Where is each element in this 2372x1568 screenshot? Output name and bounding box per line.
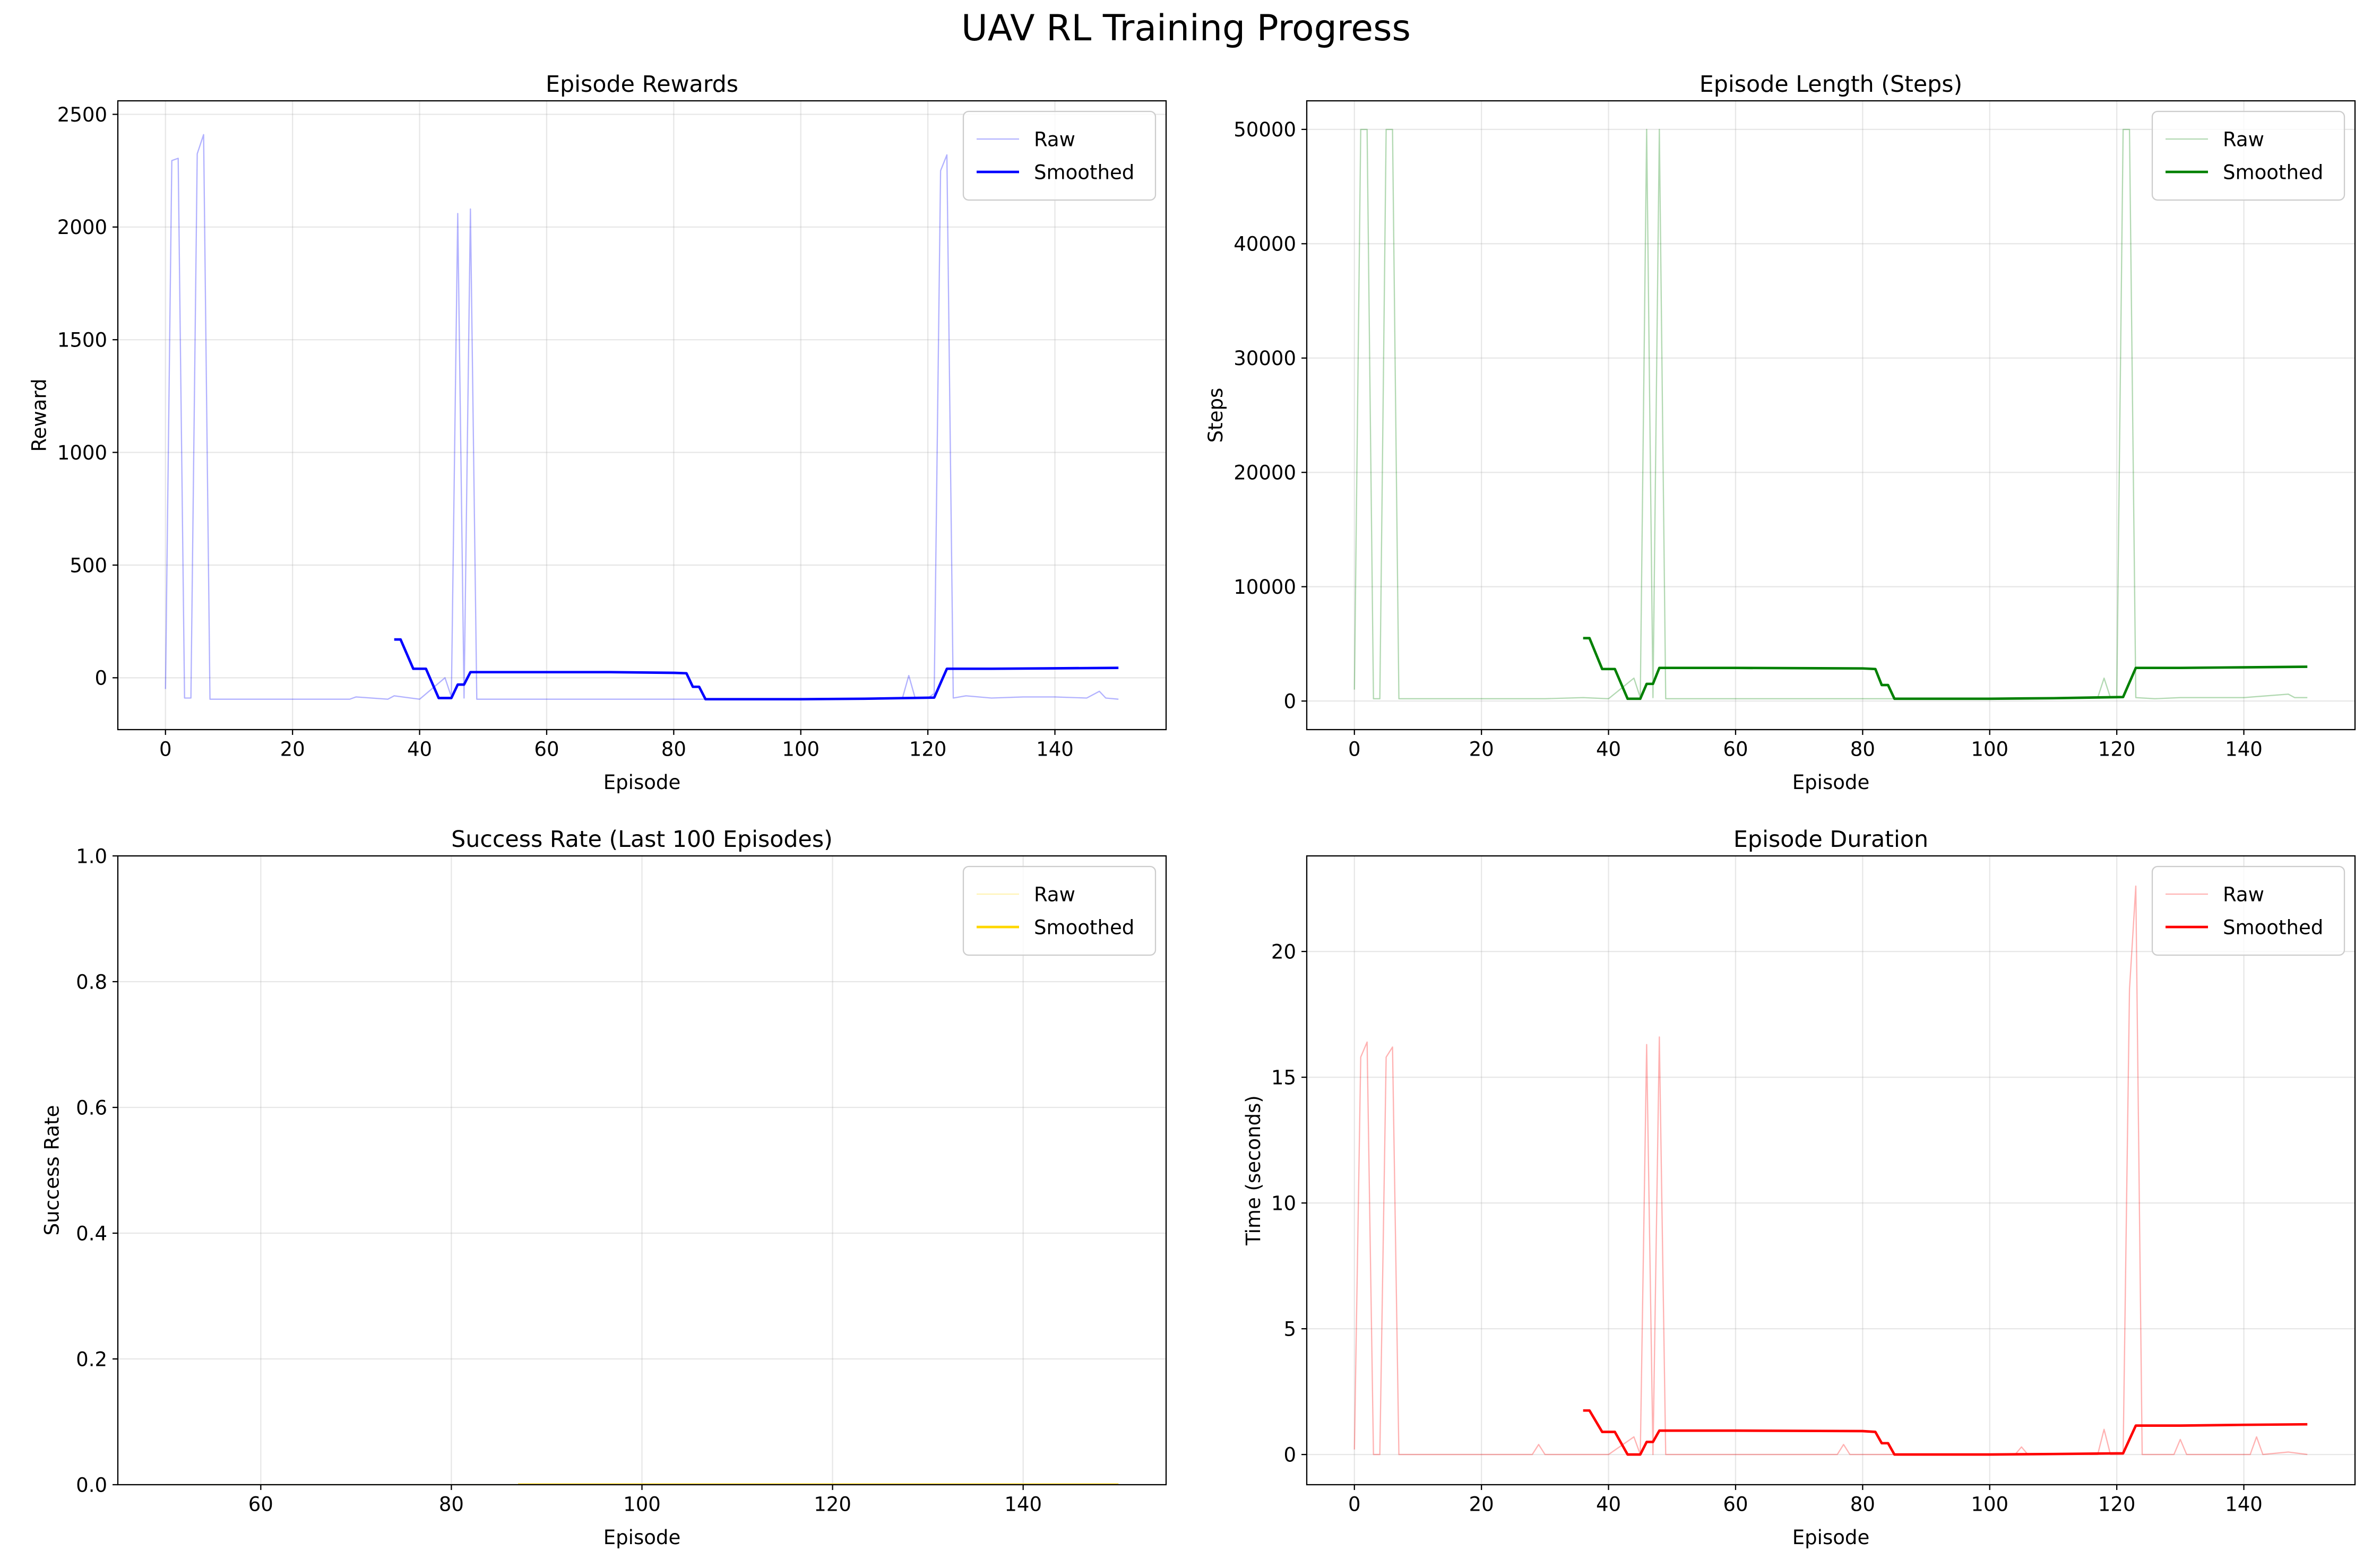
series-line-raw [1353,128,2308,699]
legend: Raw Smoothed [2151,865,2345,956]
x-tick-label: 0 [1348,738,1361,761]
y-tick-label: 0 [1283,1443,1296,1466]
x-axis-label: Episode [1792,771,1870,794]
legend-label-smoothed: Smoothed [2223,916,2323,939]
x-tick-label: 60 [1723,1493,1748,1516]
y-tick-label: 2000 [57,216,107,239]
x-tick-label: 40 [407,738,432,761]
subplot-1: 0 20 40 60 80 100 120 140 0 500 1000 1500 2000 2500 Ep… [28,71,1167,794]
x-tick-label: 100 [1971,1493,2008,1516]
x-tick-label: 0 [1348,1493,1361,1516]
subplot-title: Episode Duration [1733,826,1928,853]
x-tick-label: 140 [2225,738,2263,761]
y-tick-label: 40000 [1234,233,1296,256]
legend-box [2151,865,2345,956]
legend-label-raw: Raw [2223,883,2264,906]
x-tick-label: 80 [439,1493,464,1516]
series-line-raw [1353,885,2308,1456]
y-tick-label: 5 [1283,1318,1296,1340]
y-tick-label: 30000 [1234,347,1296,370]
subplot-title: Episode Length (Steps) [1700,71,1963,98]
x-tick-label: 80 [661,738,686,761]
x-tick-label: 120 [814,1493,851,1516]
y-axis-label: Time (seconds) [1242,1095,1265,1246]
x-tick-label: 140 [1036,738,1074,761]
y-tick-label: 10000 [1234,576,1296,599]
legend-label-smoothed: Smoothed [1034,161,1134,184]
x-tick-label: 20 [1469,1493,1494,1516]
y-tick-label: 500 [70,554,107,577]
y-tick-label: 0.6 [76,1096,107,1119]
legend-box [962,110,1157,201]
axes-frame [117,100,1167,731]
legend-label-raw: Raw [1034,128,1075,151]
subplot-3: 60 80 100 120 140 0.0 0.2 0.4 0.6 0.8 1.0 Success R… [40,826,1167,1549]
x-tick-label: 120 [909,738,947,761]
axes-frame [1306,100,2356,731]
legend: Raw Smoothed [962,865,1157,956]
x-tick-label: 60 [534,738,559,761]
legend: Raw Smoothed [2151,110,2345,201]
y-tick-label: 0.0 [76,1474,107,1496]
y-axis-label: Success Rate [40,1105,63,1236]
legend: Raw Smoothed [962,110,1157,201]
legend-box [962,865,1157,956]
series-line-smoothed [1583,1409,2308,1456]
x-axis-label: Episode [603,1526,681,1549]
x-axis-label: Episode [1792,1526,1870,1549]
x-tick-label: 80 [1850,738,1875,761]
x-tick-label: 120 [2098,1493,2136,1516]
y-tick-label: 0.8 [76,971,107,993]
x-tick-label: 0 [159,738,172,761]
x-tick-label: 140 [1004,1493,1042,1516]
y-tick-label: 10 [1271,1192,1296,1215]
x-tick-label: 100 [782,738,820,761]
legend-box [2151,110,2345,201]
legend-label-smoothed: Smoothed [1034,916,1134,939]
series-line-smoothed [1583,637,2308,700]
y-tick-label: 1000 [57,441,107,464]
y-axis-label: Steps [1204,388,1227,443]
y-tick-label: 0 [94,667,107,690]
x-tick-label: 120 [2098,738,2136,761]
y-tick-label: 20 [1271,940,1296,963]
legend-label-raw: Raw [2223,128,2264,151]
y-tick-label: 2500 [57,103,107,126]
x-tick-label: 100 [1971,738,2008,761]
y-tick-label: 20000 [1234,462,1296,484]
y-tick-label: 1.0 [76,845,107,868]
y-tick-label: 1500 [57,329,107,352]
y-tick-label: 0.4 [76,1222,107,1245]
subplot-title: Episode Rewards [546,71,738,98]
x-tick-label: 80 [1850,1493,1875,1516]
y-tick-label: 0 [1283,690,1296,713]
y-tick-label: 0.2 [76,1348,107,1371]
subplot-4: 0 20 40 60 80 100 120 140 0 5 10 15 20 Episode Durati… [1242,826,2356,1549]
subplot-2: 0 20 40 60 80 100 120 140 0 10000 20000 30000 40000 5… [1204,71,2356,794]
x-tick-label: 20 [1469,738,1494,761]
x-tick-label: 60 [248,1493,273,1516]
x-tick-label: 40 [1596,1493,1621,1516]
x-tick-label: 140 [2225,1493,2263,1516]
x-tick-label: 40 [1596,738,1621,761]
y-tick-label: 15 [1271,1066,1296,1089]
x-axis-label: Episode [603,771,681,794]
series-line-smoothed [394,638,1119,701]
y-axis-label: Reward [28,379,51,452]
x-tick-label: 60 [1723,738,1748,761]
figure-title: UAV RL Training Progress [961,7,1411,49]
subplot-title: Success Rate (Last 100 Episodes) [451,826,833,853]
legend-label-smoothed: Smoothed [2223,161,2323,184]
x-tick-label: 100 [623,1493,661,1516]
y-tick-label: 50000 [1234,118,1296,141]
axes-frame [1306,855,2356,1486]
series-line-raw [165,134,1119,700]
x-tick-label: 20 [280,738,305,761]
legend-label-raw: Raw [1034,883,1075,906]
